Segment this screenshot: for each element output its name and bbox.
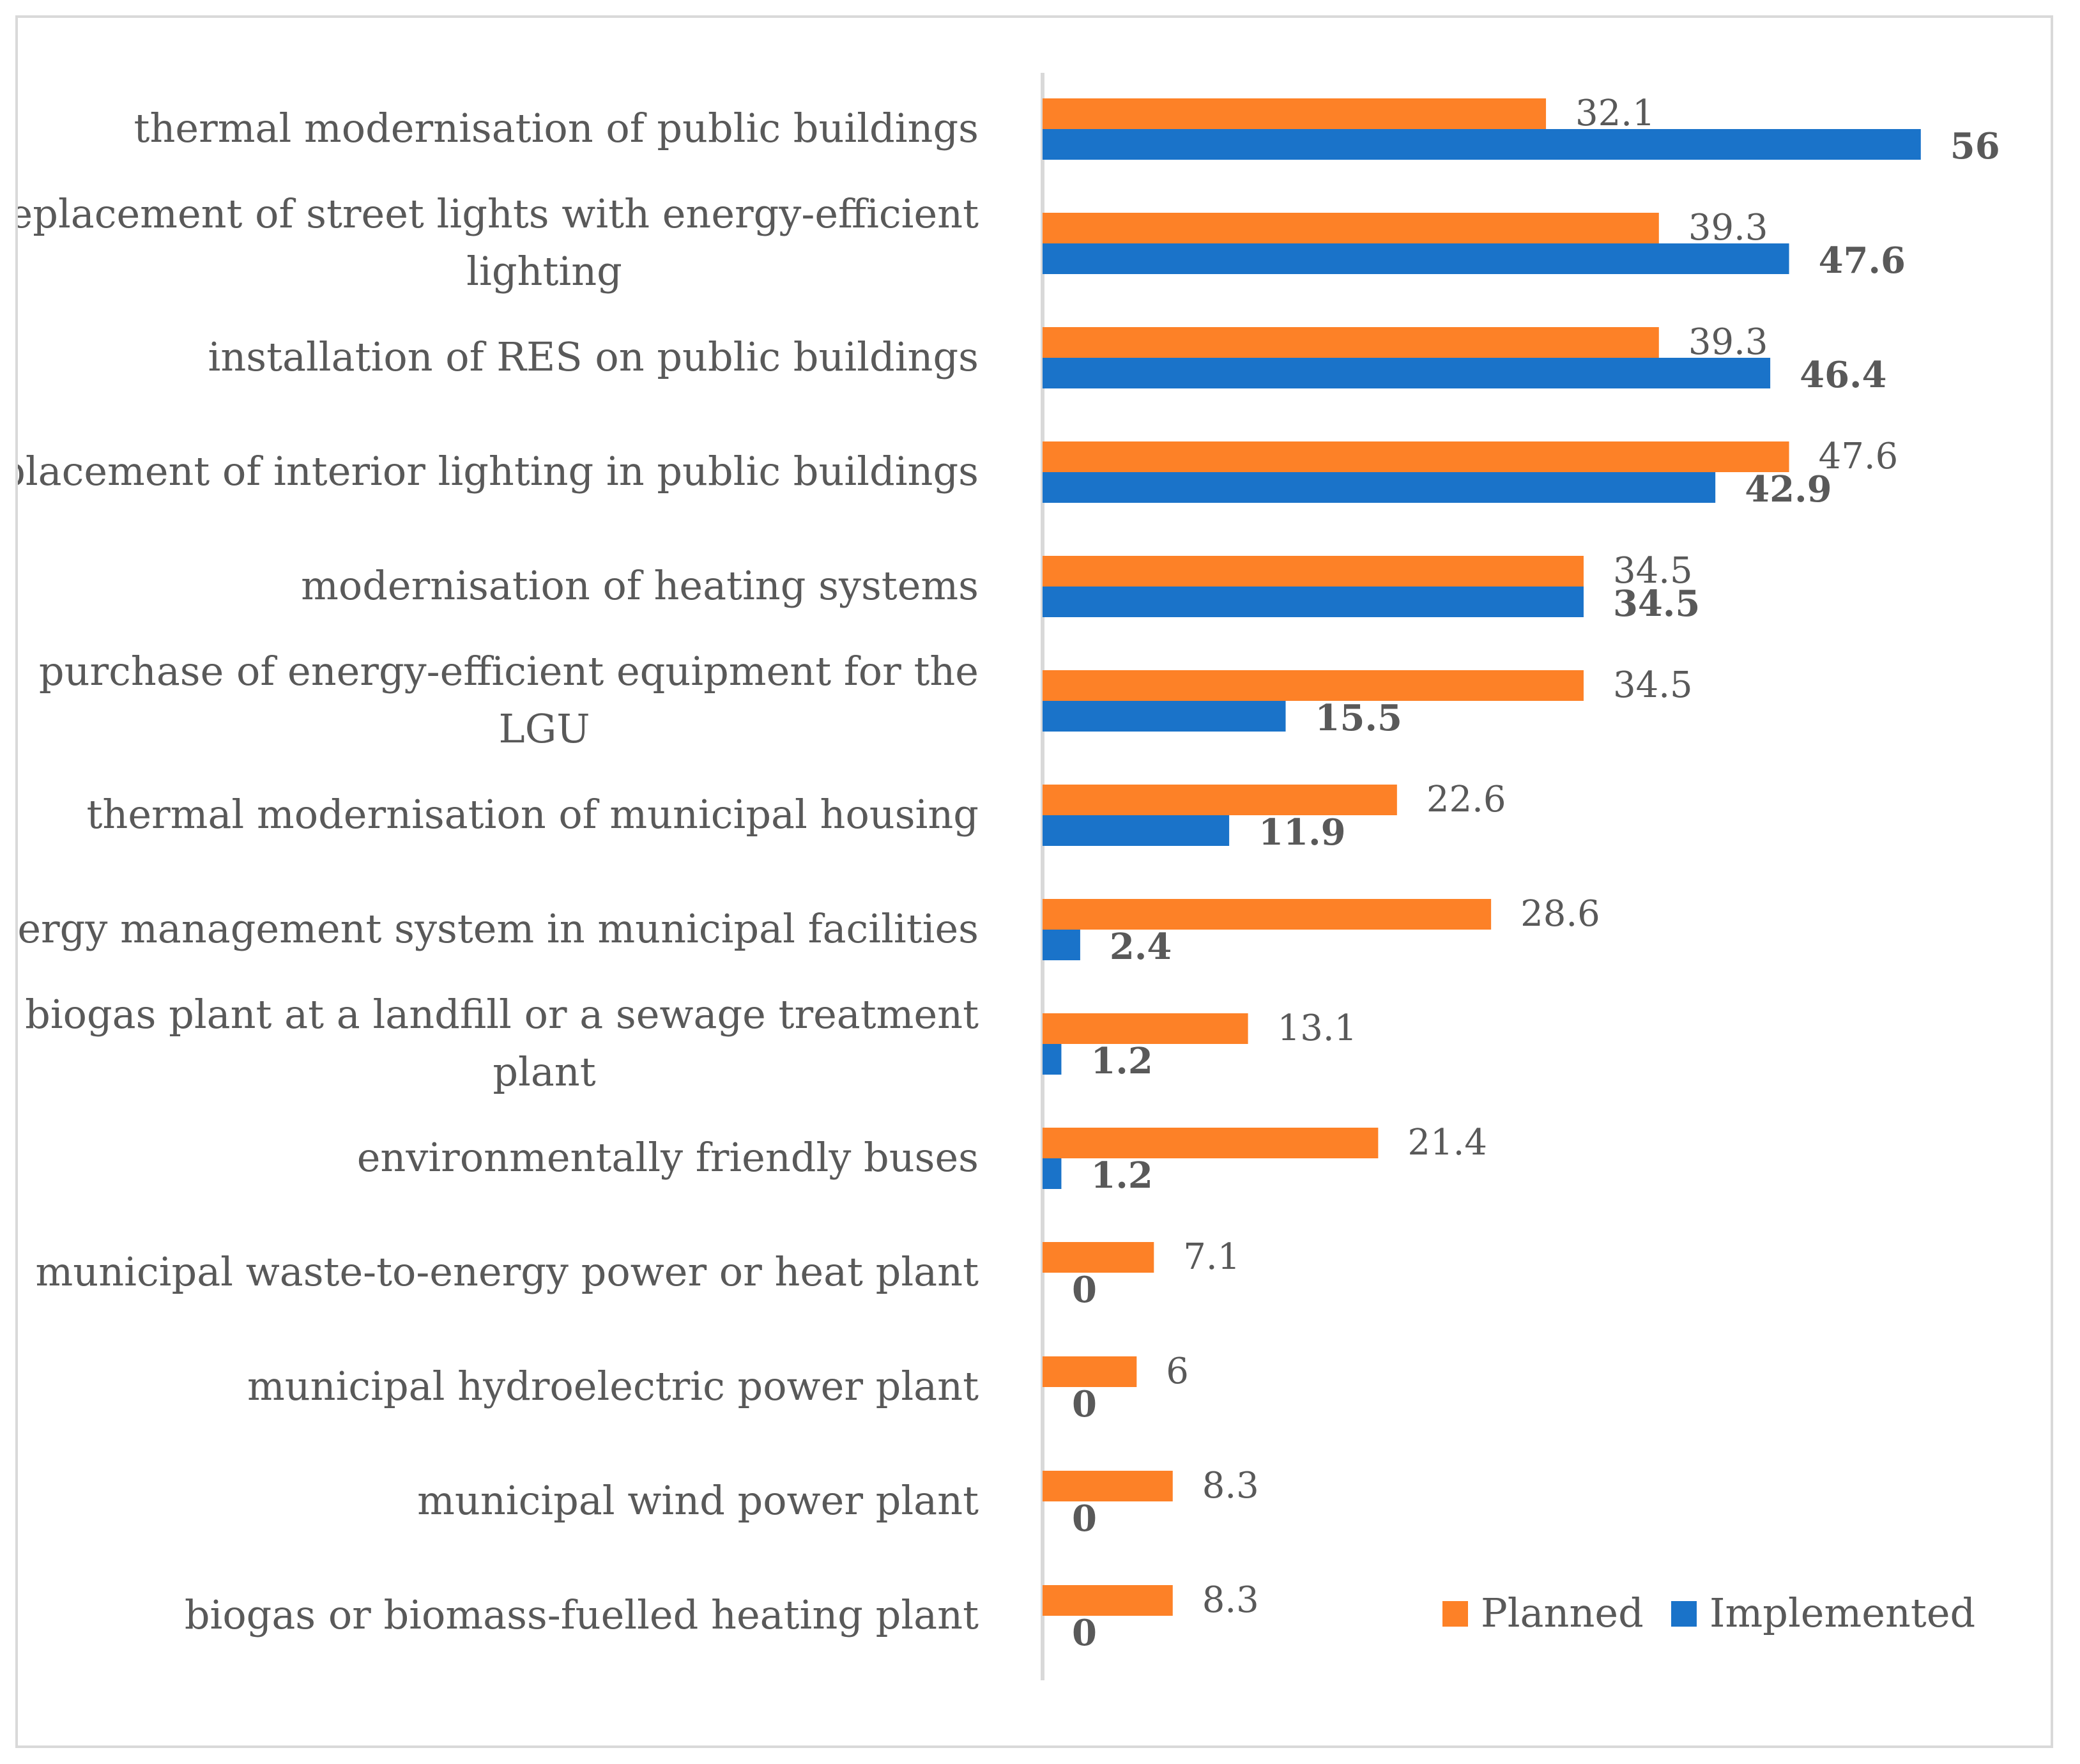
data-label-implemented: 15.5 xyxy=(1315,697,1402,739)
category-label: thermal modernisation of municipal housi… xyxy=(86,791,979,838)
bar-planned xyxy=(1043,327,1659,358)
category-label: municipal hydroelectric power plant xyxy=(247,1363,979,1409)
bar-planned xyxy=(1043,1471,1173,1501)
category-label-line: modernisation of heating systems xyxy=(301,562,979,609)
data-label-planned: 21.4 xyxy=(1407,1122,1487,1163)
bar-implemented xyxy=(1043,358,1771,388)
category-label: thermal modernisation of public building… xyxy=(134,105,979,151)
data-label-implemented: 0 xyxy=(1072,1498,1097,1540)
data-label-implemented: 0 xyxy=(1072,1269,1097,1311)
bar-implemented xyxy=(1043,701,1286,732)
bar-implemented xyxy=(1043,1158,1062,1189)
category-label: modernisation of heating systems xyxy=(301,562,979,609)
bar-planned xyxy=(1043,670,1584,701)
bar-planned xyxy=(1043,1013,1248,1044)
bar-planned xyxy=(1043,556,1584,587)
category-label-line: purchase of energy-efficient equipment f… xyxy=(39,648,979,694)
bar-implemented xyxy=(1043,472,1716,503)
category-label-line: environmentally friendly buses xyxy=(357,1134,979,1181)
category-label-line: plant xyxy=(493,1048,595,1095)
bar-planned xyxy=(1043,98,1547,129)
bar-planned xyxy=(1043,441,1789,472)
data-label-planned: 47.6 xyxy=(1819,436,1899,477)
data-label-planned: 28.6 xyxy=(1520,893,1600,935)
bar-planned xyxy=(1043,213,1659,243)
category-label-line: thermal modernisation of municipal housi… xyxy=(86,791,979,838)
bar-implemented xyxy=(1043,1044,1062,1075)
bar-planned xyxy=(1043,1242,1154,1273)
plot-area: thermal modernisation of public building… xyxy=(18,73,2000,1680)
legend-label-implemented: Implemented xyxy=(1709,1590,1975,1636)
category-label-line: biogas plant at a landfill or a sewage t… xyxy=(25,991,979,1038)
data-label-implemented: 46.4 xyxy=(1800,354,1886,396)
bar-implemented xyxy=(1043,930,1080,960)
bar-planned xyxy=(1043,1356,1137,1387)
category-label-line: replacement of interior lighting in publ… xyxy=(18,448,979,495)
bar-chart: thermal modernisation of public building… xyxy=(18,73,2000,1680)
bar-planned xyxy=(1043,899,1492,930)
bar-implemented xyxy=(1043,815,1230,846)
legend: Planned Implemented xyxy=(1442,1590,1975,1636)
data-label-implemented: 56 xyxy=(1950,125,2000,167)
category-label: biogas plant at a landfill or a sewage t… xyxy=(25,991,979,1095)
bar-planned xyxy=(1043,785,1397,815)
data-label-planned: 34.5 xyxy=(1613,550,1693,592)
data-label-planned: 8.3 xyxy=(1202,1465,1259,1507)
category-label-line: energy management system in municipal fa… xyxy=(18,905,979,952)
category-label: purchase of energy-efficient equipment f… xyxy=(39,648,979,752)
category-label: replacement of street lights with energy… xyxy=(18,190,979,295)
legend-swatch-planned xyxy=(1442,1601,1468,1627)
data-label-implemented: 1.2 xyxy=(1090,1154,1152,1197)
category-label: environmentally friendly buses xyxy=(357,1134,979,1181)
data-label-implemented: 47.6 xyxy=(1819,240,1906,282)
data-label-planned: 32.1 xyxy=(1575,93,1655,134)
data-label-implemented: 42.9 xyxy=(1745,468,1831,510)
category-label-line: municipal wind power plant xyxy=(417,1477,979,1524)
category-label: municipal waste-to-energy power or heat … xyxy=(35,1248,979,1295)
category-label: replacement of interior lighting in publ… xyxy=(18,448,979,495)
category-label-line: installation of RES on public buildings xyxy=(208,334,979,380)
data-label-implemented: 34.5 xyxy=(1613,583,1700,625)
category-label-line: biogas or biomass-fuelled heating plant xyxy=(185,1591,979,1638)
category-label: energy management system in municipal fa… xyxy=(18,905,979,952)
data-label-planned: 34.5 xyxy=(1613,664,1693,706)
category-label-line: municipal hydroelectric power plant xyxy=(247,1363,979,1409)
legend-swatch-implemented xyxy=(1671,1601,1697,1627)
data-label-implemented: 0 xyxy=(1072,1612,1097,1654)
data-label-planned: 7.1 xyxy=(1183,1236,1240,1278)
data-label-implemented: 2.4 xyxy=(1110,926,1172,968)
bar-implemented xyxy=(1043,587,1584,617)
legend-label-planned: Planned xyxy=(1481,1590,1644,1636)
category-label: biogas or biomass-fuelled heating plant xyxy=(185,1591,979,1638)
data-label-implemented: 1.2 xyxy=(1090,1040,1152,1082)
data-label-planned: 39.3 xyxy=(1688,321,1768,363)
bar-planned xyxy=(1043,1585,1173,1616)
data-label-planned: 39.3 xyxy=(1688,207,1768,249)
category-label-line: LGU xyxy=(499,705,590,752)
chart-frame: thermal modernisation of public building… xyxy=(15,15,2053,1748)
data-label-implemented: 0 xyxy=(1072,1383,1097,1425)
data-label-planned: 13.1 xyxy=(1278,1008,1357,1049)
data-label-implemented: 11.9 xyxy=(1258,811,1345,854)
bar-implemented xyxy=(1043,243,1789,274)
data-label-planned: 8.3 xyxy=(1202,1579,1259,1621)
category-label-line: thermal modernisation of public building… xyxy=(134,105,979,151)
category-label: installation of RES on public buildings xyxy=(208,334,979,380)
bar-implemented xyxy=(1043,129,1921,160)
data-label-planned: 6 xyxy=(1166,1351,1189,1392)
category-label-line: municipal waste-to-energy power or heat … xyxy=(35,1248,979,1295)
category-label-line: lighting xyxy=(466,248,622,295)
category-label: municipal wind power plant xyxy=(417,1477,979,1524)
category-label-line: replacement of street lights with energy… xyxy=(18,190,979,237)
data-label-planned: 22.6 xyxy=(1426,779,1506,820)
bar-planned xyxy=(1043,1128,1379,1158)
